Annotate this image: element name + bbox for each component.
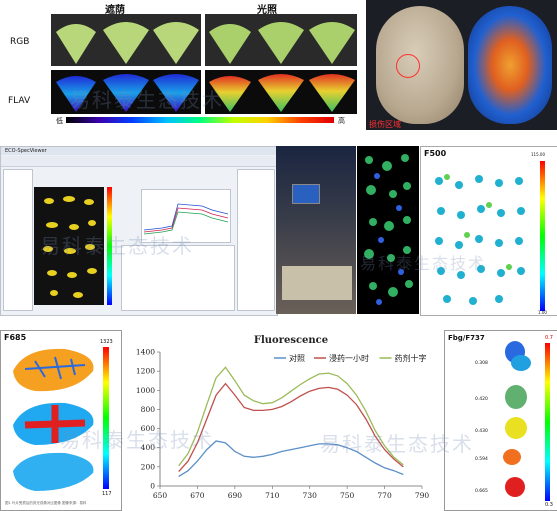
file-list-panel	[3, 169, 33, 311]
rgb-light-image	[205, 14, 357, 66]
f500-colorbar-min: 1.00	[538, 310, 547, 315]
y-tick-label: 1000	[136, 386, 155, 395]
software-toolbar	[1, 156, 277, 167]
scale-high-label: 高	[338, 117, 345, 124]
y-tick-label: 600	[141, 424, 156, 433]
row-label-flav: FLAV	[8, 96, 31, 106]
f685-panel: F685 1323 117 图1 叶片受损后的荧光成像对比图像 图像来源：易科	[0, 330, 122, 511]
fbg-leaf-5	[505, 477, 525, 497]
annotation-circle	[396, 54, 420, 78]
f500-seedling-map	[435, 174, 525, 305]
f500-panel: F500 115.00 1.00	[420, 146, 557, 316]
fbg-leaf-2	[505, 385, 527, 409]
chart-title: Fluorescence	[254, 335, 328, 346]
fluorescence-chart-panel: Fluorescence 0 200 400 600 800 1000 1200 1400 650…	[122, 330, 440, 509]
imaging-room-photo	[276, 146, 356, 314]
fbg-value-1: 0.308	[475, 361, 488, 366]
series-line-3	[178, 366, 404, 467]
f685-title: F685	[4, 333, 27, 342]
y-tick-label: 800	[141, 405, 156, 414]
spectrum-plot	[141, 189, 231, 243]
fbg-f737-panel: Fbg/F737 0.7 0.3 0.308 0.420 0.430 0.594…	[444, 330, 557, 511]
series-line-2	[178, 382, 404, 473]
software-screenshot: ECO-SpecViewer	[0, 146, 278, 316]
damaged-area-annotation: 损伤区域	[369, 120, 401, 129]
series-line-1	[178, 440, 404, 477]
y-tick-label: 1400	[136, 348, 155, 357]
fbg-leaf-4	[503, 449, 521, 465]
fbg-value-4: 0.594	[475, 457, 488, 462]
fbg-value-3: 0.430	[475, 429, 488, 434]
fruit-image-panel: 损伤区域	[366, 0, 557, 130]
column-label-light: 光照	[257, 5, 277, 16]
x-tick-label: 670	[190, 491, 205, 500]
f500-colorbar-max: 115.00	[531, 152, 545, 157]
flav-shade-image	[51, 70, 201, 114]
software-title-bar: ECO-SpecViewer	[1, 147, 277, 155]
x-tick-label: 650	[153, 491, 168, 500]
fbg-colorbar-max: 0.7	[545, 335, 553, 341]
f685-scale-max: 1323	[100, 339, 113, 345]
flav-light-image	[205, 70, 357, 114]
x-tick-label: 730	[303, 491, 318, 500]
f685-scale-min: 117	[102, 491, 112, 497]
y-tick-label: 0	[150, 482, 155, 491]
legend-label-2: 浸药一小时	[329, 353, 369, 363]
row-label-rgb: RGB	[10, 37, 30, 47]
x-tick-label: 750	[340, 491, 355, 500]
leaf-comparison-panel: 遮荫 光照 RGB FLAV	[0, 0, 366, 124]
y-tick-label: 1200	[136, 367, 155, 376]
fbg-value-2: 0.420	[475, 397, 488, 402]
image-colorbar	[107, 187, 112, 305]
fluorescence-chart: Fluorescence 0 200 400 600 800 1000 1200 1400 650…	[136, 335, 430, 500]
scale-low-label: 低	[56, 117, 63, 124]
f685-leaf-images	[13, 348, 94, 491]
x-tick-label: 710	[265, 491, 280, 500]
fbg-colorbar-min: 0.3	[545, 502, 553, 508]
column-label-shade: 遮荫	[105, 5, 125, 16]
f500-colorbar	[540, 161, 545, 311]
fruit-rgb-image	[376, 6, 464, 124]
plant-rack	[282, 266, 352, 300]
x-tick-label: 770	[377, 491, 392, 500]
x-tick-label: 790	[415, 491, 430, 500]
rgb-shade-image	[51, 14, 201, 66]
y-tick-label: 200	[141, 462, 156, 471]
f685-colorbar	[103, 347, 109, 489]
fbg-colorbar	[545, 343, 550, 501]
f685-caption: 图1 叶片受损后的荧光成像对比图像 图像来源：易科	[5, 501, 87, 505]
leaf-image-view	[34, 187, 104, 305]
parameter-table	[121, 245, 235, 311]
x-tick-label: 690	[228, 491, 243, 500]
legend-label-1: 对照	[289, 353, 305, 363]
legend-label-3: 药剂十字	[395, 353, 427, 363]
software-title: ECO-SpecViewer	[5, 148, 47, 154]
flav-scale-bar	[66, 117, 334, 123]
fbg-value-5: 0.665	[475, 489, 488, 494]
f500-title: F500	[424, 149, 447, 158]
fbg-leaf-3	[505, 417, 527, 439]
fbg-leaf-1b	[511, 355, 531, 371]
monitor-screen	[292, 184, 320, 204]
side-list-panel	[237, 169, 275, 311]
y-tick-label: 400	[141, 443, 156, 452]
fbg-title: Fbg/F737	[448, 334, 485, 342]
fruit-fluorescence-image	[468, 6, 552, 124]
seedling-fluorescence-image	[357, 146, 419, 314]
